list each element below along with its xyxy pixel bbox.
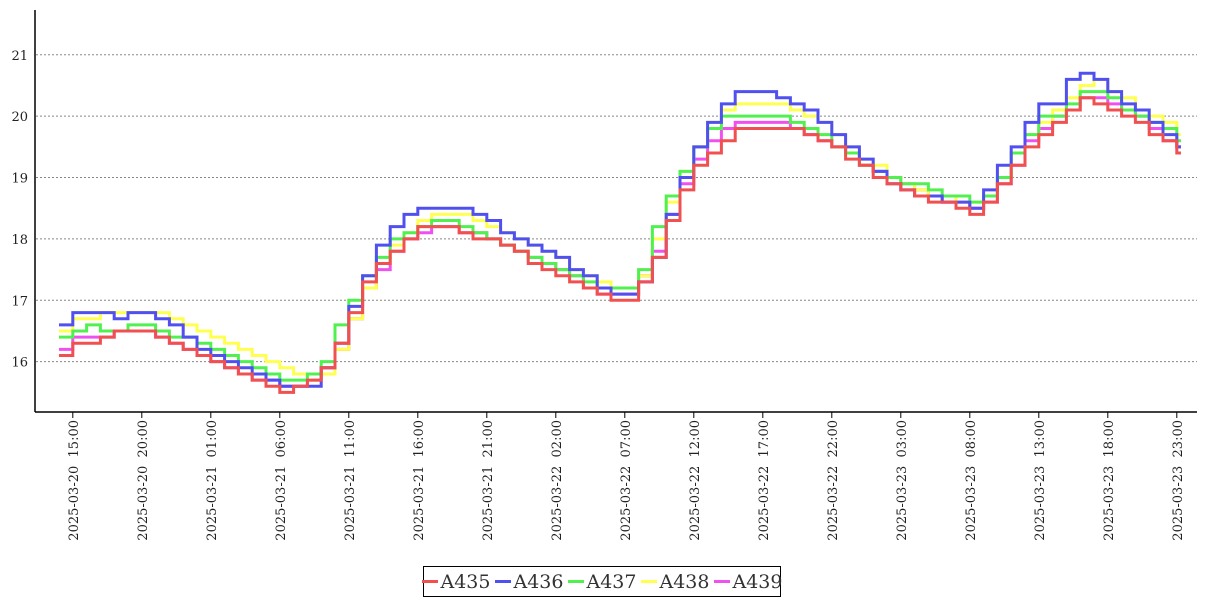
y-tick-label: 20 xyxy=(11,110,28,125)
x-tick-label: 2025-03-20 20:00 xyxy=(136,420,151,541)
x-tick-label: 2025-03-22 17:00 xyxy=(757,420,772,541)
y-tick-label: 21 xyxy=(11,49,28,64)
y-tick-label: 19 xyxy=(11,172,28,187)
legend-label: A439 xyxy=(732,570,783,593)
legend-label: A436 xyxy=(513,570,564,593)
legend-swatch xyxy=(713,580,730,583)
x-tick-label: 2025-03-22 07:00 xyxy=(619,420,634,541)
x-tick-label: 2025-03-21 01:00 xyxy=(205,420,220,541)
x-tick-label: 2025-03-21 16:00 xyxy=(412,420,427,541)
series-line-A435 xyxy=(59,96,1181,394)
legend-swatch xyxy=(421,580,438,583)
x-tick-label: 2025-03-23 23:00 xyxy=(1171,420,1186,541)
legend: A435 A436 A437 A438 A439 xyxy=(421,566,783,597)
x-tick-label: 2025-03-23 08:00 xyxy=(964,420,979,541)
grid-lines xyxy=(36,54,1197,363)
x-tick-label: 2025-03-23 03:00 xyxy=(895,420,910,541)
legend-swatch xyxy=(494,580,511,583)
legend-item: A439 xyxy=(713,570,783,593)
y-ticks: 16 17 18 19 20 21 xyxy=(11,49,28,371)
x-tick-label: 2025-03-22 02:00 xyxy=(550,420,565,541)
y-tick-label: 16 xyxy=(11,356,28,371)
x-tick-label: 2025-03-21 06:00 xyxy=(274,420,289,541)
legend-swatch xyxy=(567,580,584,583)
x-tick-label: 2025-03-23 13:00 xyxy=(1033,420,1048,541)
y-tick-label: 18 xyxy=(11,233,28,248)
x-ticks: 2025-03-20 15:00 2025-03-20 20:00 2025-03-… xyxy=(67,412,1186,541)
x-tick-label: 2025-03-20 15:00 xyxy=(67,420,82,541)
x-tick-label: 2025-03-22 12:00 xyxy=(688,420,703,541)
legend-item: A436 xyxy=(494,570,564,593)
y-tick-label: 17 xyxy=(11,294,28,309)
x-tick-label: 2025-03-22 22:00 xyxy=(826,420,841,541)
legend-item: A438 xyxy=(640,570,710,593)
x-tick-label: 2025-03-21 21:00 xyxy=(481,420,496,541)
x-tick-label: 2025-03-23 18:00 xyxy=(1102,420,1117,541)
x-tick-label: 2025-03-21 11:00 xyxy=(343,420,358,541)
series-line-A437 xyxy=(59,90,1181,382)
series-line-A436 xyxy=(59,71,1181,388)
series-lines xyxy=(59,71,1181,394)
legend-item: A437 xyxy=(567,570,637,593)
legend-label: A438 xyxy=(659,570,710,593)
series-line-A438 xyxy=(59,77,1181,382)
legend-swatch xyxy=(640,580,657,583)
legend-item: A435 xyxy=(421,570,491,593)
legend-label: A435 xyxy=(440,570,491,593)
legend-label: A437 xyxy=(586,570,637,593)
